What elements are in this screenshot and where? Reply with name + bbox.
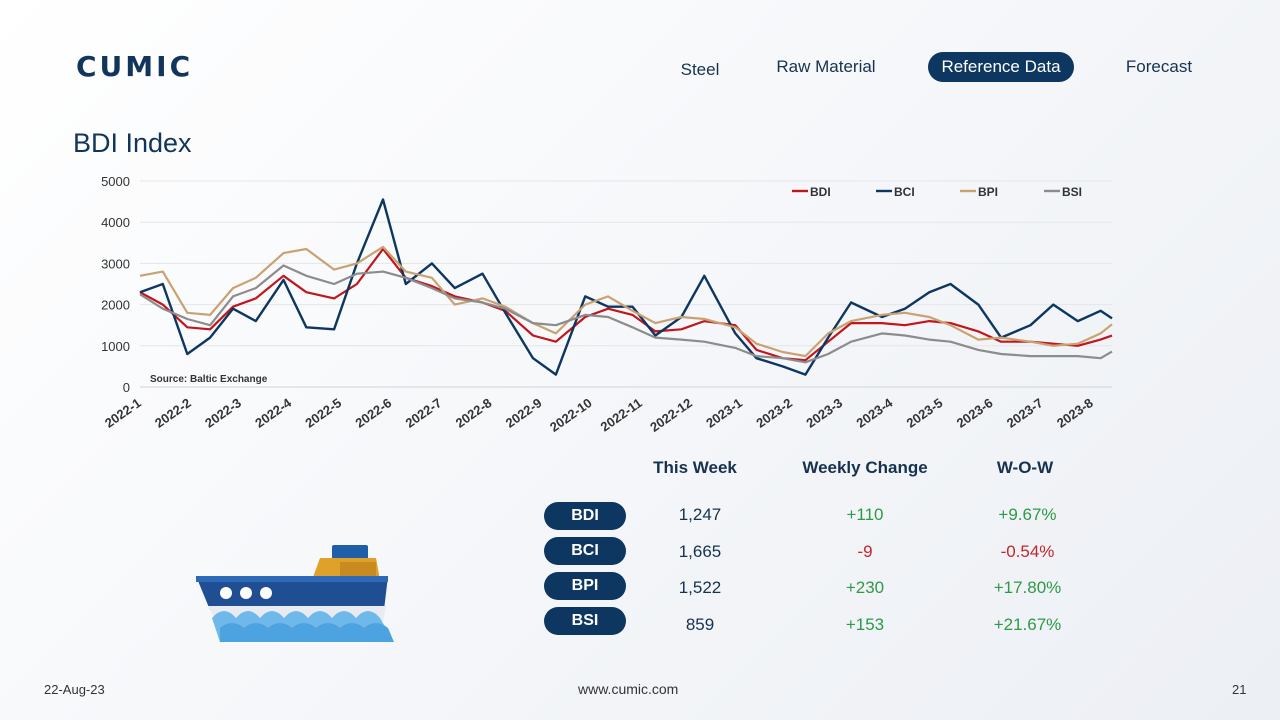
x-tick-label: 2022-10	[547, 395, 595, 435]
index-pill-bsi: BSI	[544, 607, 626, 635]
x-tick-label: 2022-7	[403, 395, 445, 431]
index-pill-bdi: BDI	[544, 502, 626, 530]
x-tick-label: 2022-5	[302, 395, 344, 431]
x-tick-label: 2022-3	[202, 395, 244, 431]
x-tick-label: 2022-2	[152, 395, 194, 431]
source-note: Source: Baltic Exchange	[150, 374, 268, 385]
weekly-change-value: +153	[845, 615, 885, 634]
wow-value: -0.54%	[1000, 542, 1055, 561]
x-tick-label: 2022-1	[102, 395, 144, 431]
x-tick-label: 2023-5	[904, 395, 946, 431]
y-tick-label: 5000	[101, 174, 130, 189]
cargo-ship-icon	[196, 545, 394, 642]
x-tick-label: 2022-4	[252, 395, 294, 431]
series-line-bsi	[139, 264, 1113, 364]
x-tick-label: 2023-7	[1004, 395, 1046, 431]
page-number: 21	[1232, 682, 1247, 697]
series-line-bdi	[139, 247, 1113, 362]
header-wow: W-O-W	[996, 458, 1054, 477]
legend-label: BDI	[810, 185, 831, 199]
footer-website[interactable]: www.cumic.com	[578, 681, 679, 697]
y-tick-label: 1000	[101, 339, 130, 354]
this-week-value: 1,247	[678, 505, 722, 524]
x-tick-label: 2022-9	[503, 395, 545, 431]
cumic-logo[interactable]: CUMIC	[76, 52, 206, 82]
this-week-value: 859	[685, 615, 715, 634]
x-tick-label: 2023-8	[1054, 395, 1096, 431]
page-title: BDI Index	[73, 128, 192, 158]
x-tick-label: 2022-11	[598, 395, 645, 434]
weekly-change-value: -9	[857, 542, 873, 561]
logo-text: CUMIC	[76, 50, 194, 83]
nav-raw-material[interactable]: Raw Material	[776, 57, 876, 76]
series-line-bpi	[139, 245, 1113, 358]
x-tick-label: 2023-4	[854, 395, 896, 431]
legend-label: BPI	[978, 185, 998, 199]
footer-date: 22-Aug-23	[44, 682, 105, 697]
wow-value: +17.80%	[993, 578, 1062, 597]
nav-reference-data[interactable]: Reference Data	[928, 52, 1074, 82]
this-week-value: 1,522	[678, 578, 722, 597]
this-week-value: 1,665	[678, 542, 722, 561]
legend-label: BSI	[1062, 185, 1082, 199]
x-tick-label: 2023-2	[753, 395, 795, 431]
weekly-change-value: +110	[846, 505, 884, 524]
series-line-bci	[139, 198, 1113, 376]
top-nav: Steel Raw Material Reference Data Foreca…	[0, 52, 1280, 82]
y-tick-label: 3000	[101, 256, 130, 271]
x-tick-label: 2023-3	[803, 395, 845, 431]
index-pill-bpi: BPI	[544, 572, 626, 600]
x-tick-label: 2023-1	[703, 395, 745, 431]
y-tick-label: 2000	[101, 298, 130, 313]
header-weekly-change: Weekly Change	[802, 458, 928, 477]
x-tick-label: 2022-12	[647, 395, 695, 435]
legend-label: BCI	[894, 185, 915, 199]
y-tick-label: 4000	[101, 215, 130, 230]
y-tick-label: 0	[123, 380, 130, 395]
nav-forecast[interactable]: Forecast	[1125, 57, 1193, 76]
weekly-change-value: +230	[845, 578, 885, 597]
x-tick-label: 2022-8	[453, 395, 495, 431]
header-this-week: This Week	[653, 458, 737, 477]
wow-value: +9.67%	[998, 505, 1057, 524]
wow-value: +21.67%	[993, 615, 1062, 634]
index-pill-bci: BCI	[544, 537, 626, 565]
x-tick-label: 2022-6	[352, 395, 394, 431]
nav-steel[interactable]: Steel	[680, 60, 720, 79]
x-tick-label: 2023-6	[954, 395, 996, 431]
